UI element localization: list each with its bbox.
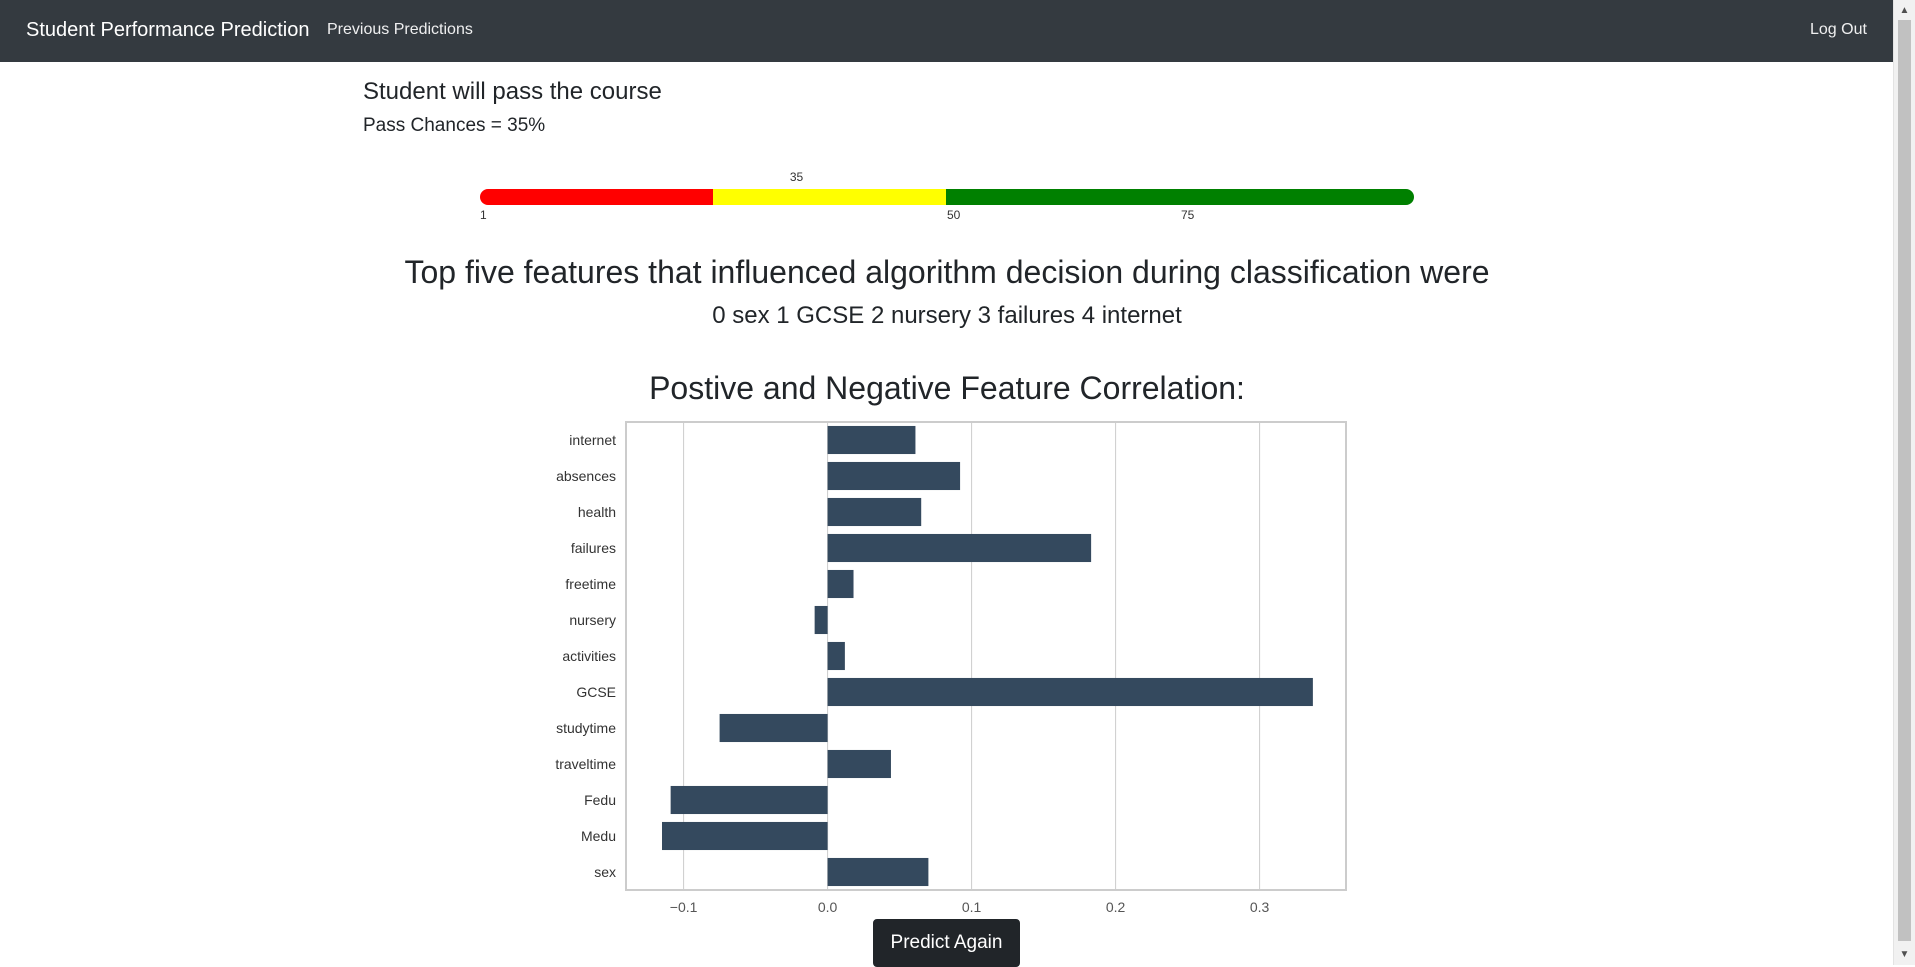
bar bbox=[827, 461, 961, 491]
bar bbox=[827, 425, 916, 455]
gauge-value-label: 35 bbox=[789, 170, 804, 184]
y-tick-label: GCSE bbox=[576, 684, 616, 700]
log-out-link[interactable]: Log Out bbox=[1810, 21, 1867, 38]
top-features-heading: Top five features that influenced algori… bbox=[404, 254, 1490, 290]
bar bbox=[827, 533, 1092, 563]
y-tick-label: studytime bbox=[556, 720, 616, 736]
y-tick-label: Fedu bbox=[584, 792, 616, 808]
bar bbox=[827, 749, 891, 779]
x-tick-label: 0.1 bbox=[962, 899, 982, 915]
bar bbox=[670, 785, 828, 815]
navbar: Student Performance Prediction Previous … bbox=[0, 0, 1894, 62]
gauge-tick-label: 75 bbox=[1181, 208, 1195, 222]
result-title: Student will pass the course bbox=[363, 78, 662, 105]
x-tick-label: −0.1 bbox=[670, 899, 698, 915]
feature-correlation-chart: −0.1 0.0 0.1 0.2 0.3 internet absences health fa… bbox=[555, 421, 1347, 915]
y-tick-label: absences bbox=[556, 468, 616, 484]
x-tick-label: 0.2 bbox=[1106, 899, 1126, 915]
vertical-scrollbar[interactable]: ▲ ▼ bbox=[1893, 0, 1915, 965]
gauge-tick-label: 50 bbox=[947, 208, 961, 222]
y-tick-label: freetime bbox=[565, 576, 616, 592]
bar bbox=[814, 605, 828, 635]
chart-frame bbox=[625, 421, 1347, 891]
gauge-segment-high bbox=[946, 189, 1414, 205]
correlation-chart-heading: Postive and Negative Feature Correlation… bbox=[649, 370, 1245, 406]
x-tick-label: 0.0 bbox=[818, 899, 838, 915]
y-tick-label: nursery bbox=[569, 612, 616, 628]
gauge-tick-label: 1 bbox=[480, 208, 487, 222]
bar bbox=[662, 821, 828, 851]
bar bbox=[719, 713, 828, 743]
bar bbox=[827, 641, 845, 671]
previous-predictions-link[interactable]: Previous Predictions bbox=[327, 21, 473, 38]
pass-chances-text: Pass Chances = 35% bbox=[363, 115, 546, 136]
pass-chance-gauge: 35 1 50 75 bbox=[480, 170, 1414, 230]
x-tick-label: 0.3 bbox=[1250, 899, 1270, 915]
gauge-segment-mid bbox=[713, 189, 946, 205]
scroll-up-arrow-icon[interactable]: ▲ bbox=[1899, 5, 1910, 16]
y-tick-label: traveltime bbox=[555, 756, 616, 772]
y-tick-label: health bbox=[578, 504, 616, 520]
gauge-segment-low bbox=[480, 189, 713, 205]
bar bbox=[827, 497, 922, 527]
bar bbox=[827, 677, 1313, 707]
bar bbox=[827, 569, 854, 599]
y-tick-label: sex bbox=[594, 864, 616, 880]
scrollbar-thumb[interactable] bbox=[1898, 20, 1911, 941]
y-tick-label: failures bbox=[571, 540, 616, 556]
y-tick-label: activities bbox=[562, 648, 616, 664]
predict-again-button[interactable]: Predict Again bbox=[873, 919, 1020, 967]
bar bbox=[827, 857, 929, 887]
scroll-down-arrow-icon[interactable]: ▼ bbox=[1899, 949, 1910, 960]
y-tick-label: Medu bbox=[581, 828, 616, 844]
navbar-brand[interactable]: Student Performance Prediction bbox=[26, 19, 310, 41]
top-features-list: 0 sex 1 GCSE 2 nursery 3 failures 4 inte… bbox=[712, 302, 1182, 329]
y-tick-label: internet bbox=[569, 432, 616, 448]
